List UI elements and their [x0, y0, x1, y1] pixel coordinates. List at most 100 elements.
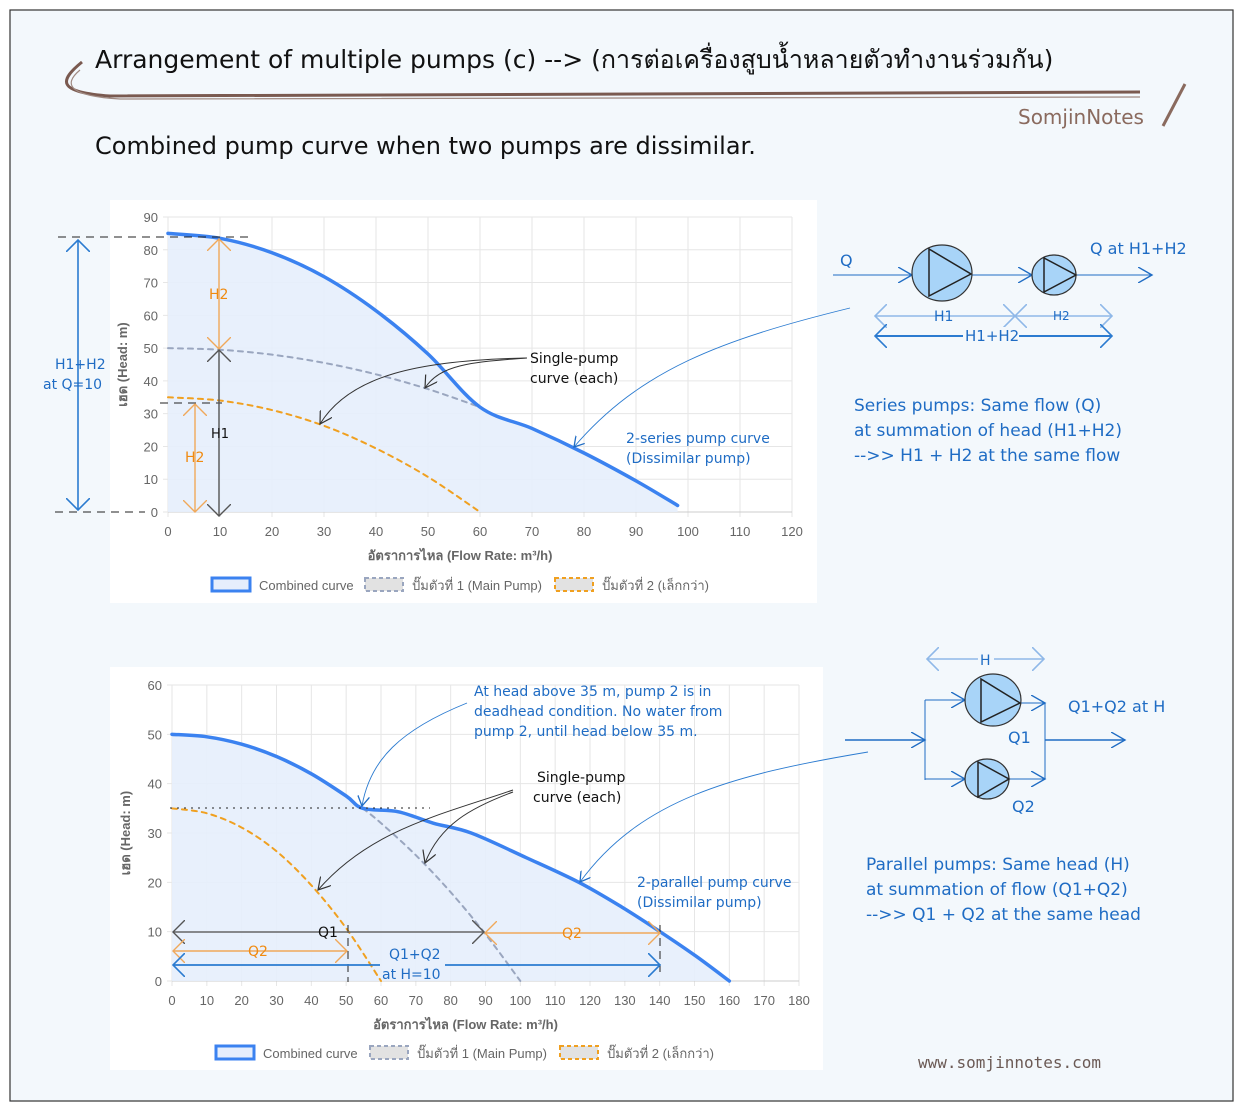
y-tick-label: 20	[144, 439, 158, 454]
legend-label: ปั๊มตัวที่ 1 (Main Pump)	[412, 576, 542, 593]
x-tick-label: 40	[304, 993, 318, 1008]
chart-1-annotations: H1+H2 at Q=10 H2 H1 H2 Single-pump curve…	[43, 236, 851, 516]
x-tick-label: 110	[730, 524, 751, 539]
single-pump-arrow-1	[318, 789, 514, 890]
legend-swatch	[559, 1045, 599, 1060]
out-label: Q1+Q2 at H	[1068, 697, 1165, 716]
q2-right-label: Q2	[562, 926, 582, 942]
series-curve-callout	[574, 307, 851, 447]
y-tick-label: 30	[148, 826, 162, 841]
parallel-pump-diagram: H Q1+Q2 at H Q1 Q2 Parallel pumps: Same …	[845, 651, 1165, 925]
q1-label: Q1	[1008, 728, 1031, 747]
y-tick-label: 30	[144, 407, 158, 422]
series-curve-label-1: 2-series pump curve	[626, 431, 770, 447]
y-tick-label: 70	[144, 276, 158, 291]
x-tick-label: 30	[317, 524, 331, 539]
y-tick-label: 60	[148, 678, 162, 693]
x-tick-label: 70	[525, 524, 539, 539]
parallel-note-2: at summation of flow (Q1+Q2)	[866, 880, 1128, 900]
x-tick-label: 100	[509, 993, 531, 1008]
x-tick-label: 20	[265, 524, 279, 539]
x-tick-label: 140	[649, 993, 671, 1008]
y-tick-label: 40	[148, 777, 162, 792]
x-tick-label: 10	[200, 993, 214, 1008]
q1-label: Q1	[318, 925, 338, 941]
q-in-label: Q	[840, 251, 853, 270]
legend-swatch	[554, 577, 594, 592]
x-tick-label: 60	[473, 524, 487, 539]
combined-curve-area	[172, 734, 730, 981]
legend-label: ปั๊มตัวที่ 1 (Main Pump)	[417, 1044, 547, 1061]
x-tick-label: 180	[788, 993, 810, 1008]
y-tick-label: 10	[144, 472, 158, 487]
y-tick-label: 50	[148, 727, 162, 742]
label-bg	[978, 651, 994, 667]
pump-2-icon	[964, 758, 1011, 800]
pencil-icon	[1161, 83, 1187, 127]
q2-left-label: Q2	[248, 944, 268, 960]
legend-label: ปั๊มตัวที่ 2 (เล็กกว่า)	[607, 1044, 714, 1061]
h2-label: H2	[1053, 309, 1070, 323]
y-tick-label: 60	[144, 308, 158, 323]
legend-swatch	[369, 1045, 409, 1060]
combined-curve-line	[170, 732, 732, 983]
y-tick-label: 80	[144, 243, 158, 258]
pump-2-icon	[1031, 254, 1078, 296]
y-tick-label: 40	[144, 374, 158, 389]
x-tick-label: 70	[409, 993, 423, 1008]
x-tick-label: 0	[164, 524, 171, 539]
h1h2-at-label: at Q=10	[43, 377, 102, 393]
x-tick-label: 20	[234, 993, 248, 1008]
y-axis-label: เฮด (Head: m)	[115, 322, 130, 406]
chart-2-annotations: At head above 35 m, pump 2 is in deadhea…	[170, 684, 869, 983]
x-tick-label: 40	[369, 524, 383, 539]
h1-label: H1	[934, 309, 953, 325]
y-tick-label: 0	[151, 505, 158, 520]
h2-lower-label: H2	[185, 450, 204, 466]
deadhead-note-3: pump 2, until head below 35 m.	[474, 724, 698, 740]
parallel-curve-label-2: (Dissimilar pump)	[637, 895, 762, 911]
series-note-3: -->> H1 + H2 at the same flow	[854, 446, 1120, 466]
y-tick-label: 20	[148, 875, 162, 890]
legend-label: Combined curve	[263, 1046, 358, 1061]
series-pump-diagram: Q Q at H1+H2 H1 H2 H1+H2 Series pumps: S…	[833, 239, 1187, 466]
x-tick-label: 160	[718, 993, 740, 1008]
series-note-1: Series pumps: Same flow (Q)	[854, 396, 1101, 416]
legend-label: ปั๊มตัวที่ 2 (เล็กกว่า)	[602, 576, 709, 593]
series-note-2: at summation of head (H1+H2)	[854, 421, 1122, 441]
website-url: www.somjinnotes.com	[918, 1053, 1101, 1072]
subtitle: Combined pump curve when two pumps are d…	[95, 132, 756, 160]
single-pump-label-1: Single-pump	[530, 351, 618, 367]
legend-swatch	[364, 577, 404, 592]
x-tick-label: 90	[629, 524, 643, 539]
x-tick-label: 80	[577, 524, 591, 539]
x-axis-label: อัตราการไหล (Flow Rate: m³/h)	[368, 547, 553, 563]
series-pump-chart: 0 10 20 30 40 50 60 70 80 90 100 110 120 0 10 20 30 40 50 6…	[115, 210, 803, 593]
single-pump-arrow-2	[425, 791, 514, 863]
x-tick-label: 170	[753, 993, 775, 1008]
x-tick-label: 80	[443, 993, 457, 1008]
legend-swatch	[210, 576, 252, 593]
h1h2-label: H1+H2	[965, 327, 1019, 345]
x-tick-label: 50	[339, 993, 353, 1008]
title-underline	[65, 60, 1141, 98]
series-curve-label-2: (Dissimilar pump)	[626, 451, 751, 467]
x-tick-label: 60	[374, 993, 388, 1008]
y-axis-label: เฮด (Head: m)	[118, 791, 133, 875]
x-axis-label: อัตราการไหล (Flow Rate: m³/h)	[373, 1016, 558, 1032]
combined-curve-area	[168, 233, 678, 512]
q-out-label: Q at H1+H2	[1090, 239, 1187, 258]
parallel-note-3: -->> Q1 + Q2 at the same head	[866, 905, 1141, 925]
parallel-curve-callout	[580, 751, 869, 882]
y-tick-label: 0	[155, 974, 162, 989]
deadhead-note-2: deadhead condition. No water from	[474, 704, 722, 720]
pump-1-icon	[911, 244, 973, 302]
pump-1-icon	[964, 673, 1022, 727]
single-pump-arrow-1	[425, 357, 528, 388]
label-bg	[963, 327, 1019, 343]
x-tick-label: 30	[269, 993, 283, 1008]
deadhead-note-1: At head above 35 m, pump 2 is in	[474, 684, 711, 700]
q1q2-label: Q1+Q2	[389, 947, 441, 963]
title-underline-shadow	[70, 69, 1141, 100]
x-tick-label: 100	[677, 524, 699, 539]
